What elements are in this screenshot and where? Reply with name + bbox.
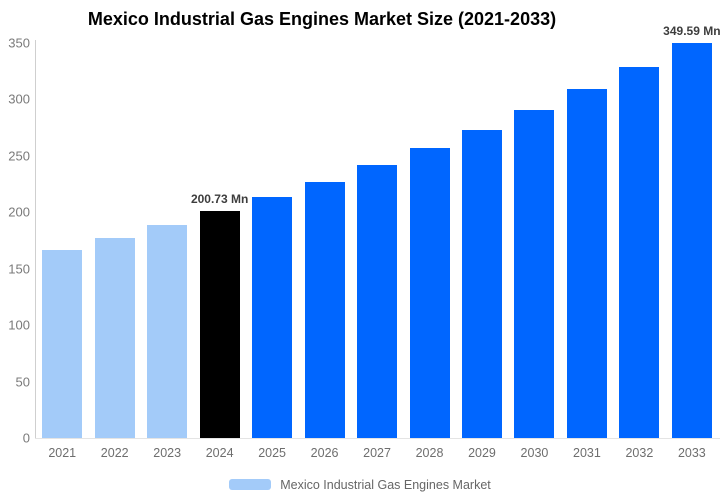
bar-slot-2026: 2026 (298, 43, 350, 459)
bar-slot-2023: 2023 (141, 43, 193, 459)
bar-slot-2032: 2032 (613, 43, 665, 459)
bar-2031[interactable] (566, 89, 607, 438)
bar-2027[interactable] (357, 165, 398, 438)
bar-2021[interactable] (42, 249, 83, 438)
bars-container: 2021 2022 2023 200.73 Mn 2024 2025 2026 2027 202… (36, 25, 720, 459)
x-axis-label-2032: 2032 (625, 446, 654, 460)
bar-slot-2031: 2031 (561, 43, 613, 459)
x-axis-label-2027: 2027 (363, 446, 391, 460)
chart-legend[interactable]: Mexico Industrial Gas Engines Market (0, 477, 720, 492)
bar-slot-2028: 2028 (403, 43, 455, 459)
bar-slot-2024: 200.73 Mn 2024 (190, 43, 249, 459)
x-axis-baseline (35, 438, 720, 439)
y-axis-tick-label: 50 (15, 374, 30, 390)
bar-slot-2027: 2027 (351, 43, 403, 459)
bar-2028[interactable] (409, 148, 450, 438)
bar-2032[interactable] (619, 67, 660, 438)
bar-slot-2030: 2030 (508, 43, 560, 459)
bar-2029[interactable] (461, 129, 502, 438)
x-axis-label-2023: 2023 (153, 446, 182, 460)
bar-2026[interactable] (304, 181, 345, 438)
y-axis-tick-label: 150 (8, 261, 30, 277)
bar-slot-2033: 349.59 Mn 2033 (663, 25, 720, 459)
bar-2030[interactable] (514, 110, 555, 438)
y-axis-tick-label: 100 (8, 317, 30, 333)
chart-title: Mexico Industrial Gas Engines Market Siz… (87, 9, 557, 29)
y-axis-tick-label: 200 (8, 204, 30, 220)
bar-2023[interactable] (147, 225, 188, 438)
bar-slot-2021: 2021 (36, 43, 88, 459)
x-axis-label-2022: 2022 (100, 446, 129, 460)
bar-slot-2022: 2022 (88, 43, 140, 459)
x-axis-label-2024: 2024 (205, 446, 234, 460)
x-axis-label-2026: 2026 (310, 446, 339, 460)
y-axis-line (35, 40, 36, 438)
x-axis-label-2033: 2033 (677, 446, 706, 460)
x-axis-label-2030: 2030 (520, 446, 549, 460)
x-axis-label-2028: 2028 (415, 446, 444, 460)
y-axis-tick-label: 350 (8, 35, 30, 51)
bar-value-label-2024: 200.73 Mn (190, 192, 249, 207)
y-axis-tick-label: 300 (8, 91, 30, 107)
bar-slot-2029: 2029 (456, 43, 508, 459)
bar-slot-2025: 2025 (246, 43, 298, 459)
bar-2025[interactable] (252, 197, 293, 438)
plot-area: 2021 2022 2023 200.73 Mn 2024 2025 2026 2027 202… (8, 25, 720, 459)
y-axis-tick-label: 0 (22, 430, 30, 446)
bar-2033[interactable] (671, 43, 712, 438)
legend-swatch-icon (229, 479, 272, 491)
bar-value-label-2033: 349.59 Mn (663, 24, 720, 39)
x-axis-label-2021: 2021 (48, 446, 77, 460)
bar-2022[interactable] (94, 237, 135, 438)
x-axis-label-2029: 2029 (468, 446, 496, 460)
legend-label: Mexico Industrial Gas Engines Market (280, 477, 491, 492)
y-axis-tick-label: 250 (8, 148, 30, 164)
bar-2024[interactable] (199, 211, 240, 438)
x-axis-label-2031: 2031 (573, 446, 601, 460)
x-axis-label-2025: 2025 (258, 446, 287, 460)
